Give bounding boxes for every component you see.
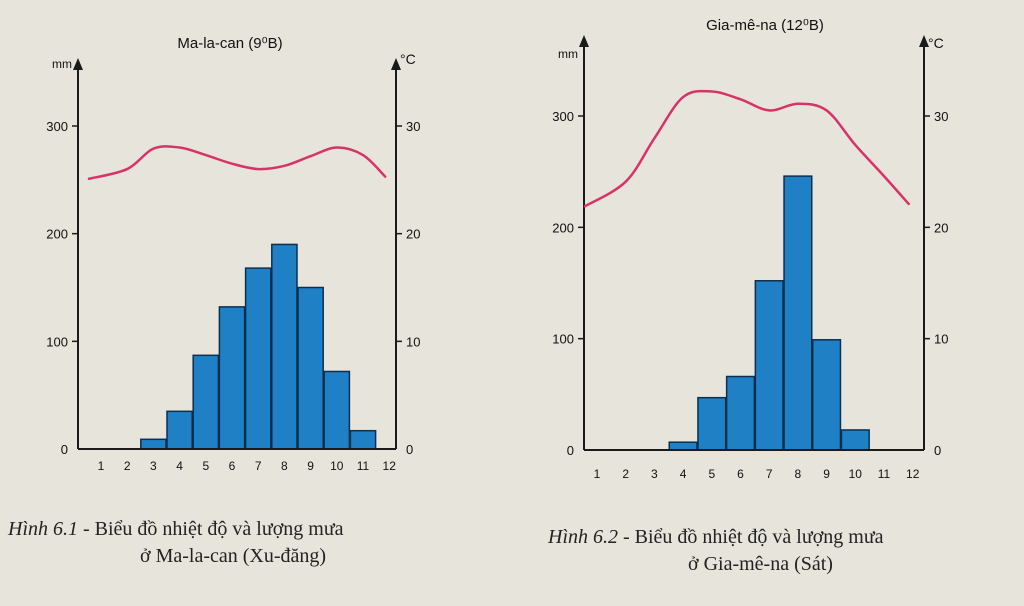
chart1-left-tick-0: 0 [61, 442, 68, 457]
chart2-month-label-1: 1 [594, 467, 601, 481]
chart1-month-label-11: 11 [357, 459, 370, 473]
caption-1-label: Hình 6.1 [8, 518, 78, 540]
chart2-month-label-12: 12 [906, 467, 920, 481]
chart2-bar-month-10 [840, 429, 870, 451]
chart2-left-tick-100: 100 [552, 332, 574, 347]
caption-1-text: - Biểu đồ nhiệt độ và lượng mưa [83, 518, 344, 540]
chart1-bar-month-4 [166, 410, 193, 450]
chart1-month-label-5: 5 [202, 459, 209, 473]
chart1-bar-month-10 [323, 370, 351, 450]
chart2-bar-month-5 [697, 396, 727, 451]
chart2-month-label-6: 6 [737, 467, 744, 481]
chart1-left-tick-200: 200 [46, 227, 68, 242]
chart2-left-tick-300: 300 [552, 109, 574, 124]
chart1-right-tick-20: 20 [406, 227, 420, 242]
chart2-month-label-3: 3 [651, 467, 658, 481]
chart1-right-unit: °C [400, 51, 416, 67]
caption-1-sub: ở Ma-la-can (Xu-đăng) [140, 545, 327, 567]
chart1-month-label-2: 2 [124, 459, 131, 473]
chart1-bar-month-6 [218, 306, 246, 450]
chart2-title: Gia-mê-na (12⁰B) [706, 17, 824, 34]
chart2-month-label-4: 4 [680, 467, 687, 481]
caption-2-sub: ở Gia-mê-na (Sát) [688, 553, 833, 575]
chart2-month-label-8: 8 [795, 467, 802, 481]
chart1-month-label-7: 7 [255, 459, 262, 473]
chart1-temperature-line [87, 145, 387, 181]
chart1-title: Ma-la-can (9⁰B) [177, 35, 282, 52]
chart2-month-label-10: 10 [849, 467, 863, 481]
chart2-month-label-2: 2 [622, 467, 629, 481]
chart2-month-label-9: 9 [823, 467, 830, 481]
chart1-bar-month-11 [349, 429, 377, 450]
chart1-left-tick-300: 300 [46, 119, 68, 134]
chart1-right-tick-0: 0 [406, 442, 413, 457]
chart2-month-label-5: 5 [708, 467, 715, 481]
chart1-bar-month-5 [192, 354, 220, 450]
chart2-right-tick-0: 0 [934, 443, 941, 458]
chart1-month-label-3: 3 [150, 459, 157, 473]
chart1-bar-month-8 [271, 243, 298, 450]
chart1-month-label-9: 9 [307, 459, 314, 473]
chart1-month-label-4: 4 [176, 459, 183, 473]
chart1-right-tick-10: 10 [406, 334, 420, 349]
caption-chart-2: Hình 6.2 - Biểu đồ nhiệt độ và lượng mưa… [548, 524, 1018, 578]
chart1-bar-month-7 [244, 267, 272, 450]
chart1-month-label-6: 6 [229, 459, 236, 473]
chart2-right-tick-30: 30 [934, 109, 948, 124]
chart1-month-label-10: 10 [330, 459, 344, 473]
chart2-bar-month-9 [812, 339, 842, 451]
caption-chart-1: Hình 6.1 - Biểu đồ nhiệt độ và lượng mưa… [8, 516, 478, 570]
chart1-left-unit: mm [52, 57, 72, 71]
caption-2-label: Hình 6.2 [548, 526, 618, 548]
chart2-bar-month-8 [783, 175, 813, 451]
chart2-left-axis-arrow [579, 35, 589, 47]
chart2-bar-month-7 [754, 280, 784, 451]
chart1-right-axis-arrow [391, 58, 401, 70]
chart2-left-unit: mm [558, 47, 578, 61]
chart1-month-label-12: 12 [383, 459, 397, 473]
chart2-bar-month-6 [725, 375, 756, 451]
chart2-temperature-line [583, 89, 910, 208]
chart2-right-unit: °C [928, 35, 944, 51]
chart1-left-axis-arrow [73, 58, 83, 70]
chart1-month-label-8: 8 [281, 459, 288, 473]
chart1-right-tick-30: 30 [406, 119, 420, 134]
chart2-left-tick-0: 0 [567, 443, 574, 458]
caption-2-text: - Biểu đồ nhiệt độ và lượng mưa [623, 526, 884, 548]
chart2-left-tick-200: 200 [552, 220, 574, 235]
chart1-bar-month-3 [140, 438, 167, 450]
chart2-month-label-11: 11 [878, 467, 891, 481]
chart2-right-axis-arrow [919, 35, 929, 47]
chart1-bar-month-9 [297, 286, 324, 450]
chart1-left-tick-100: 100 [46, 334, 68, 349]
chart2-right-tick-10: 10 [934, 332, 948, 347]
chart2-bar-month-4 [668, 441, 698, 451]
chart2-month-label-7: 7 [766, 467, 773, 481]
chart2-right-tick-20: 20 [934, 220, 948, 235]
chart1-month-label-1: 1 [98, 459, 105, 473]
